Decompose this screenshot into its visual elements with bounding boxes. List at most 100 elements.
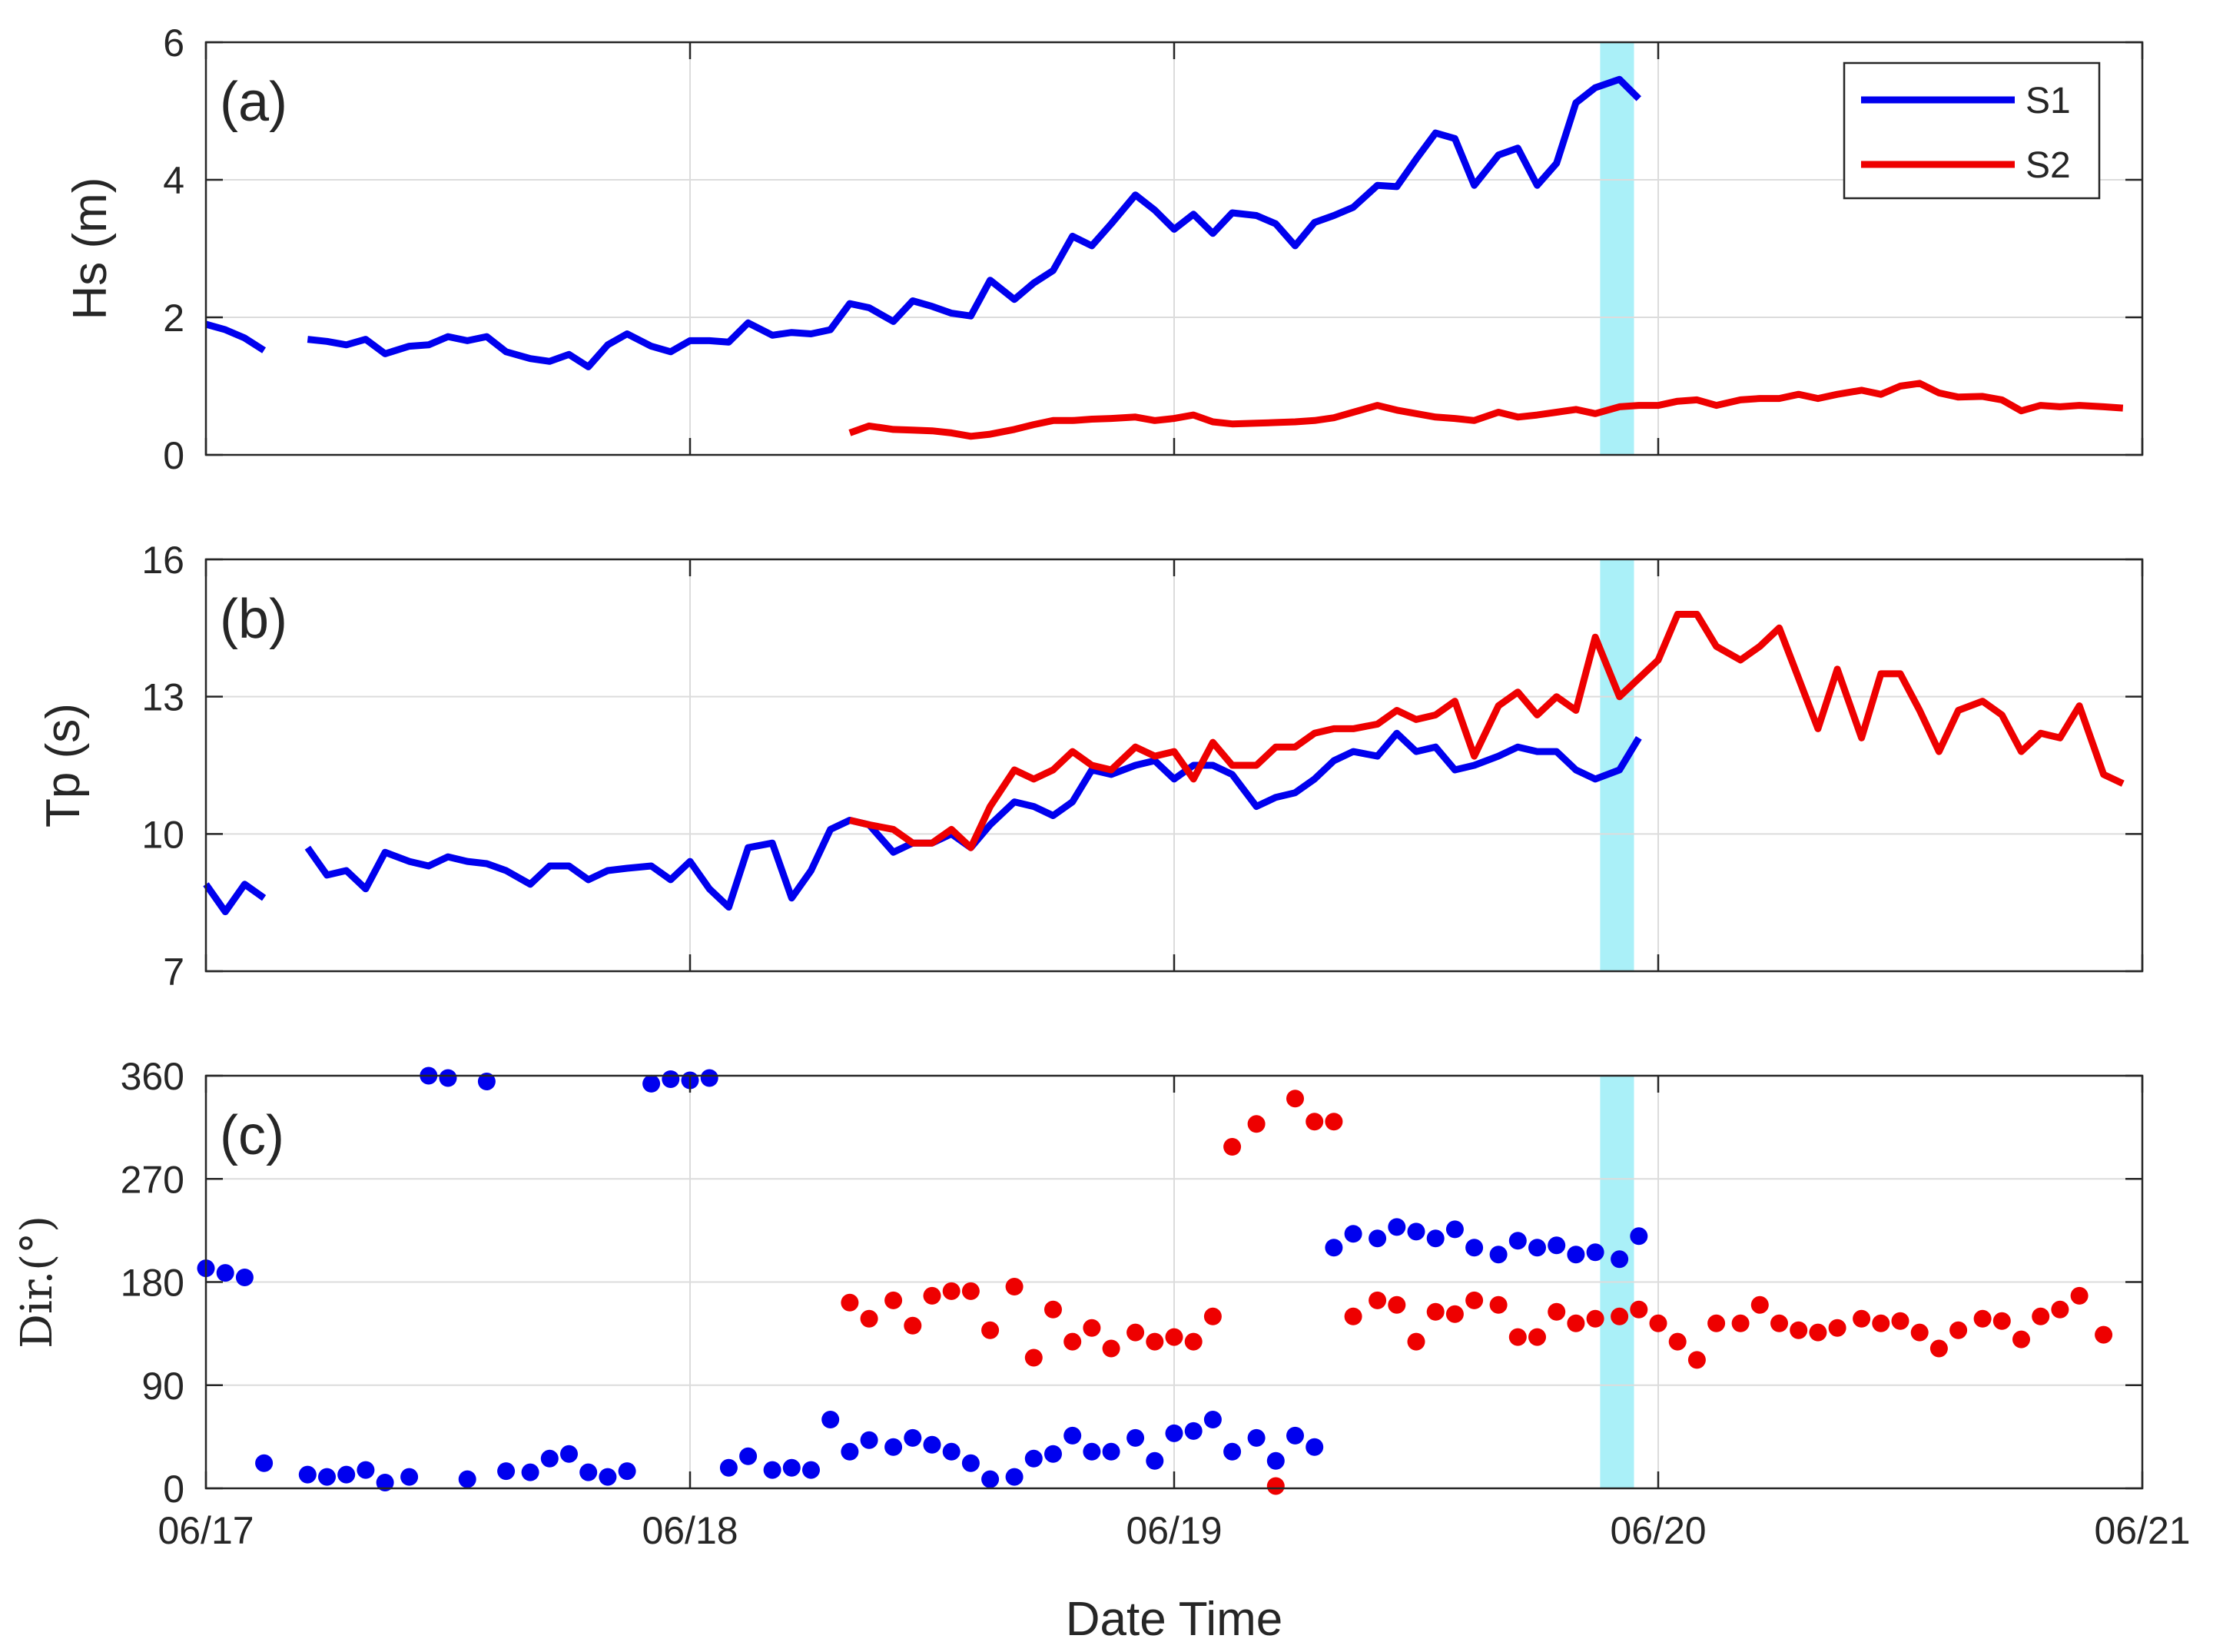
data-point-s1 [458,1470,476,1488]
data-point-s2 [1973,1309,1992,1328]
data-point-s1 [942,1442,961,1461]
y-tick-label: 13 [141,676,184,719]
data-point-s1 [618,1462,636,1481]
data-point-s2 [961,1282,980,1300]
y-axis-label: Tp (s) [37,703,90,828]
data-point-s2 [1790,1321,1808,1339]
data-point-s1 [1548,1236,1566,1255]
data-point-s1 [981,1470,1000,1488]
data-point-s2 [1146,1332,1164,1351]
series-line-s2 [848,380,2124,440]
data-point-s1 [400,1468,419,1486]
data-point-s1 [1083,1442,1101,1461]
data-point-s1 [1203,1411,1222,1428]
series-line-s1 [203,881,267,916]
data-point-s1 [1407,1222,1425,1241]
data-point-s2 [1083,1319,1101,1337]
data-point-s1 [216,1264,234,1282]
data-point-s1 [1146,1451,1164,1470]
data-point-s1 [642,1074,661,1093]
data-point-s1 [439,1069,457,1087]
data-point-s2 [1567,1314,1585,1332]
data-point-s2 [1005,1278,1024,1295]
y-tick-label: 180 [121,1262,184,1305]
panel-a: 0 2 4 6 Hs (m) (a) [64,22,2144,477]
y-tick-label: 16 [141,539,184,582]
data-point-s2 [1828,1319,1846,1337]
data-point-s1 [961,1454,980,1472]
data-point-s2 [1929,1339,1948,1358]
data-point-s1 [1223,1442,1242,1461]
y-axis-label: Hs (m) [64,177,117,320]
data-point-s1 [376,1474,394,1491]
data-point-s1 [1567,1246,1585,1264]
data-point-s1 [763,1461,781,1479]
data-point-s2 [1853,1309,1871,1328]
data-point-s1 [841,1442,859,1461]
y-tick-label: 0 [163,434,184,477]
data-point-s1 [860,1431,878,1449]
data-point-s1 [1528,1239,1546,1257]
highlight-band [1600,559,1634,971]
data-point-s1 [1489,1246,1508,1264]
data-point-s1 [1024,1449,1043,1468]
data-point-s2 [1388,1295,1406,1314]
panel-b: 7 10 13 16 Tp (s) (b) [37,539,2144,994]
data-point-s2 [1809,1323,1827,1342]
data-point-s2 [1247,1115,1266,1133]
data-point-s1 [1286,1426,1304,1445]
data-point-s1 [1247,1428,1266,1447]
data-point-s1 [1325,1239,1343,1257]
series-s1 [204,75,1641,370]
data-point-s1 [540,1449,559,1468]
data-point-s1 [477,1073,496,1090]
y-tick-label: 360 [121,1055,184,1098]
data-point-s2 [942,1282,961,1300]
data-point-s2 [1611,1307,1629,1325]
series-line-s1 [307,75,1641,370]
series-s2 [848,611,2125,851]
y-tick-label: 0 [163,1468,184,1511]
series-s2 [848,380,2124,440]
data-point-s1 [1586,1243,1604,1262]
series-line-s1 [204,320,267,353]
data-point-s2 [1306,1113,1324,1131]
data-point-s2 [1126,1323,1145,1342]
data-point-s2 [1548,1302,1566,1321]
data-point-s2 [1063,1332,1082,1351]
y-axis-label: Dir.(°) [12,1216,62,1348]
panel-label: (c) [220,1105,284,1166]
data-point-s1 [318,1468,336,1486]
data-point-s2 [1266,1477,1285,1495]
data-point-s2 [1992,1312,2011,1330]
data-point-s2 [2070,1286,2089,1305]
data-point-s2 [1910,1323,1929,1342]
data-point-s2 [2032,1307,2050,1325]
data-point-s1 [298,1465,317,1484]
legend: S1 S2 [1843,61,2101,200]
data-point-s1 [235,1269,254,1286]
data-point-s1 [560,1445,578,1463]
series-s2 [841,1090,2113,1495]
data-point-s2 [841,1293,859,1312]
data-point-s1 [1465,1239,1484,1257]
data-point-s1 [700,1069,718,1087]
data-point-s2 [1731,1314,1750,1332]
data-point-s1 [1063,1426,1082,1445]
data-point-s2 [1445,1305,1464,1323]
x-tick-label: 06/19 [1126,1509,1222,1552]
panel-c: 06/17 06/18 06/19 06/20 06/21 0 90 180 270 360 Dir… [12,1055,2191,1646]
data-point-s2 [1770,1314,1788,1332]
data-point-s1 [1445,1220,1464,1239]
data-point-s2 [1044,1300,1062,1319]
x-tick-label: 06/17 [158,1509,254,1552]
data-point-s1 [1044,1445,1062,1463]
data-point-s2 [1750,1295,1769,1314]
data-point-s1 [1102,1442,1120,1461]
data-point-s2 [884,1291,903,1309]
data-point-s1 [821,1411,840,1428]
legend-label-s2: S2 [2026,145,2071,186]
data-point-s2 [1426,1302,1445,1321]
data-point-s2 [1687,1351,1706,1369]
data-point-s2 [1465,1291,1484,1309]
